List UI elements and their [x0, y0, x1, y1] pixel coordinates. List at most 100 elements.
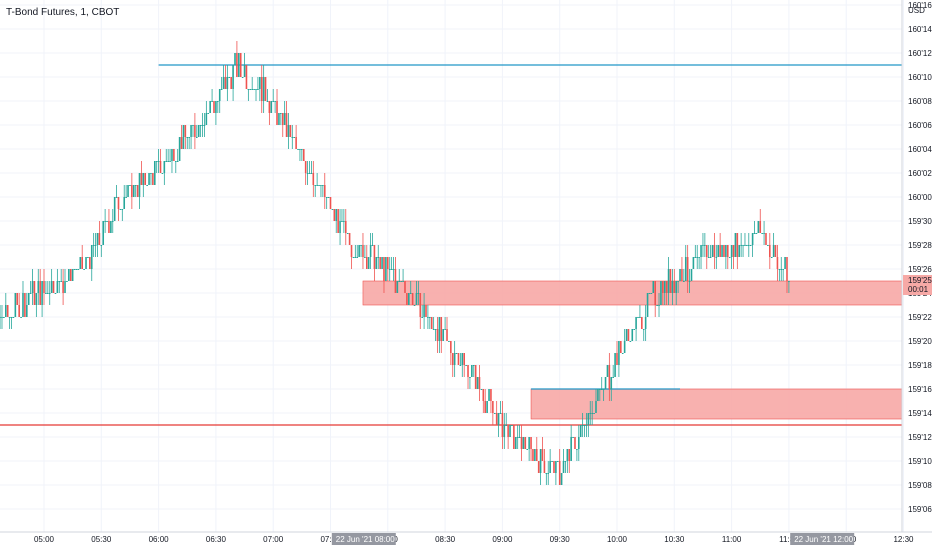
candle-body: [37, 281, 40, 293]
candle-body: [18, 305, 20, 317]
candle-body: [291, 137, 294, 138]
candle-body: [520, 437, 523, 449]
x-tick-label: 12:30: [893, 535, 914, 544]
x-tick-label: 07:30: [320, 535, 341, 544]
candle-body: [788, 281, 790, 282]
date-pill-0800-bg: [331, 533, 396, 545]
candle-body: [583, 425, 586, 426]
candle-body: [457, 353, 460, 365]
candle-body: [404, 281, 406, 293]
price-axis[interactable]: 160'16 160'14 160'12 160'10 160'08 160'06 160'…: [901, 0, 932, 532]
candle-body: [513, 425, 515, 449]
candle-body: [71, 269, 74, 281]
candle-body: [507, 425, 509, 437]
x-tick-label: 10:30: [664, 535, 685, 544]
candle-body: [159, 161, 162, 173]
candle-body: [163, 161, 166, 173]
candle-body: [772, 245, 775, 257]
candle-body: [709, 257, 712, 258]
candle-body: [22, 293, 24, 317]
candle-body: [484, 401, 487, 413]
candle-body: [224, 77, 227, 89]
y-tick-label: 159'26: [908, 265, 932, 274]
candle-body: [436, 329, 439, 341]
candle-body: [20, 317, 22, 318]
candle-body: [385, 257, 387, 281]
candle-body: [493, 413, 496, 414]
levels[interactable]: [0, 64, 903, 426]
candle-body: [106, 221, 108, 222]
candle-body: [705, 245, 708, 257]
candle-body: [423, 305, 425, 317]
candle-body: [566, 449, 569, 461]
candle-body: [178, 137, 181, 161]
y-tick-label: 159'16: [908, 385, 932, 394]
x-tick-label: 09:00: [492, 535, 513, 544]
candle-body: [129, 185, 131, 186]
candle-body: [278, 113, 280, 125]
candle-body: [142, 173, 145, 185]
candle-body: [364, 257, 366, 258]
candle-body: [134, 185, 137, 186]
candle-body: [350, 245, 353, 257]
candle-body: [152, 173, 154, 185]
candle-body: [388, 269, 391, 270]
candle-body: [161, 173, 164, 174]
candle-body: [297, 149, 299, 150]
candle-body: [375, 257, 378, 269]
candle-body: [255, 89, 257, 90]
x-tick-labels: 05:0005:3006:0006:3007:0007:3008:0008:30…: [34, 533, 914, 545]
candle-body: [92, 245, 95, 246]
candle-body: [339, 221, 341, 233]
candle-body: [127, 185, 129, 197]
candle-body: [394, 269, 397, 293]
candle-body: [302, 149, 305, 161]
candle-body: [1, 317, 3, 318]
candle-body: [604, 377, 607, 389]
y-tick-label: 159'30: [908, 217, 932, 226]
candle-body: [180, 137, 183, 149]
candle-body: [308, 173, 311, 174]
candle-body: [110, 221, 112, 233]
candle-body: [474, 365, 477, 389]
candle-body: [778, 269, 781, 270]
candle-body: [54, 293, 57, 294]
candle-body: [148, 173, 150, 185]
candle-body: [453, 353, 456, 365]
candle-body: [79, 257, 82, 269]
candle-body: [8, 317, 11, 318]
candle-body: [362, 245, 364, 257]
candle-body: [642, 329, 645, 330]
candle-body: [289, 125, 292, 137]
last-price-label: 159'25: [908, 276, 932, 285]
candle-body: [369, 245, 372, 257]
candle-body: [497, 413, 500, 425]
candle-body: [100, 245, 103, 246]
candle-body: [753, 233, 756, 234]
candle-body: [467, 365, 469, 377]
y-tick-label: 159'06: [908, 505, 932, 514]
candle-body: [299, 149, 301, 150]
candle-body: [564, 461, 567, 462]
candle-body: [402, 281, 404, 282]
candle-body: [111, 221, 114, 222]
candle-body: [530, 437, 532, 449]
candle-body: [108, 221, 110, 233]
candle-body: [717, 245, 720, 257]
candle-body: [707, 257, 710, 258]
supply-demand-zone[interactable]: [362, 280, 903, 306]
candle-body: [417, 293, 420, 294]
candle-body: [518, 437, 521, 438]
y-tick-label: 159'22: [908, 313, 932, 322]
candle-body: [60, 281, 62, 282]
y-tick-label: 160'12: [908, 49, 932, 58]
candle-body: [226, 77, 229, 89]
candle-body: [43, 281, 45, 293]
candle-body: [29, 293, 32, 294]
date-pill-1200-bg: [790, 533, 855, 545]
candle-body: [304, 161, 307, 173]
time-axis[interactable]: 05:0005:3006:0006:3007:0007:3008:0008:30…: [0, 531, 932, 545]
candle-body: [662, 281, 664, 293]
